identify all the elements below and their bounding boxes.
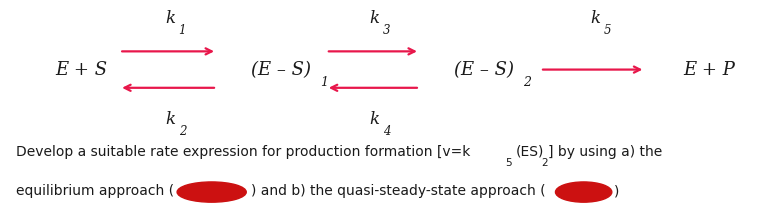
Text: 5: 5 <box>505 158 512 168</box>
Ellipse shape <box>177 182 246 202</box>
Text: ] by using a) the: ] by using a) the <box>548 145 662 158</box>
Text: ): ) <box>614 184 619 198</box>
Text: k: k <box>369 111 379 128</box>
Text: E + S: E + S <box>55 61 107 79</box>
Text: 5: 5 <box>604 24 612 37</box>
Text: equilibrium approach (: equilibrium approach ( <box>17 184 174 198</box>
Ellipse shape <box>556 182 612 202</box>
Text: k: k <box>590 10 600 27</box>
Text: (E – S): (E – S) <box>251 61 311 79</box>
Text: 2: 2 <box>540 158 547 168</box>
Text: (E – S): (E – S) <box>453 61 514 79</box>
Text: 2: 2 <box>179 125 186 138</box>
Text: 4: 4 <box>383 125 391 138</box>
Text: ) and b) the quasi-steady-state approach (: ) and b) the quasi-steady-state approach… <box>251 184 545 198</box>
Text: (ES): (ES) <box>516 145 544 158</box>
Text: k: k <box>165 10 175 27</box>
Text: E + P: E + P <box>683 61 735 79</box>
Text: Develop a suitable rate expression for production formation [v=k: Develop a suitable rate expression for p… <box>17 145 471 158</box>
Text: 3: 3 <box>383 24 391 37</box>
Text: 2: 2 <box>523 76 531 89</box>
Text: k: k <box>369 10 379 27</box>
Text: 1: 1 <box>179 24 186 37</box>
Text: k: k <box>165 111 175 128</box>
Text: 1: 1 <box>320 76 328 89</box>
